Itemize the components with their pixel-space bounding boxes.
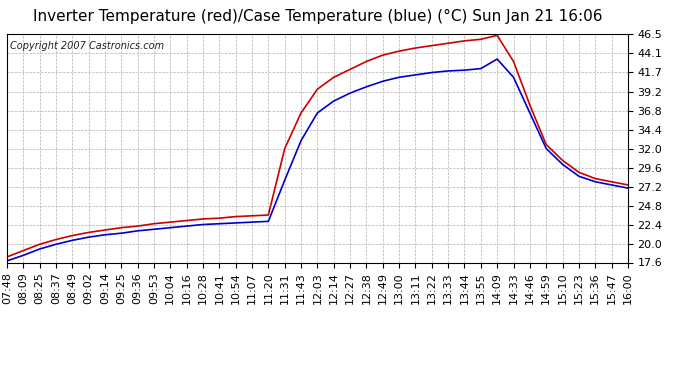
Text: Copyright 2007 Castronics.com: Copyright 2007 Castronics.com	[10, 40, 164, 51]
Text: Inverter Temperature (red)/Case Temperature (blue) (°C) Sun Jan 21 16:06: Inverter Temperature (red)/Case Temperat…	[32, 9, 602, 24]
